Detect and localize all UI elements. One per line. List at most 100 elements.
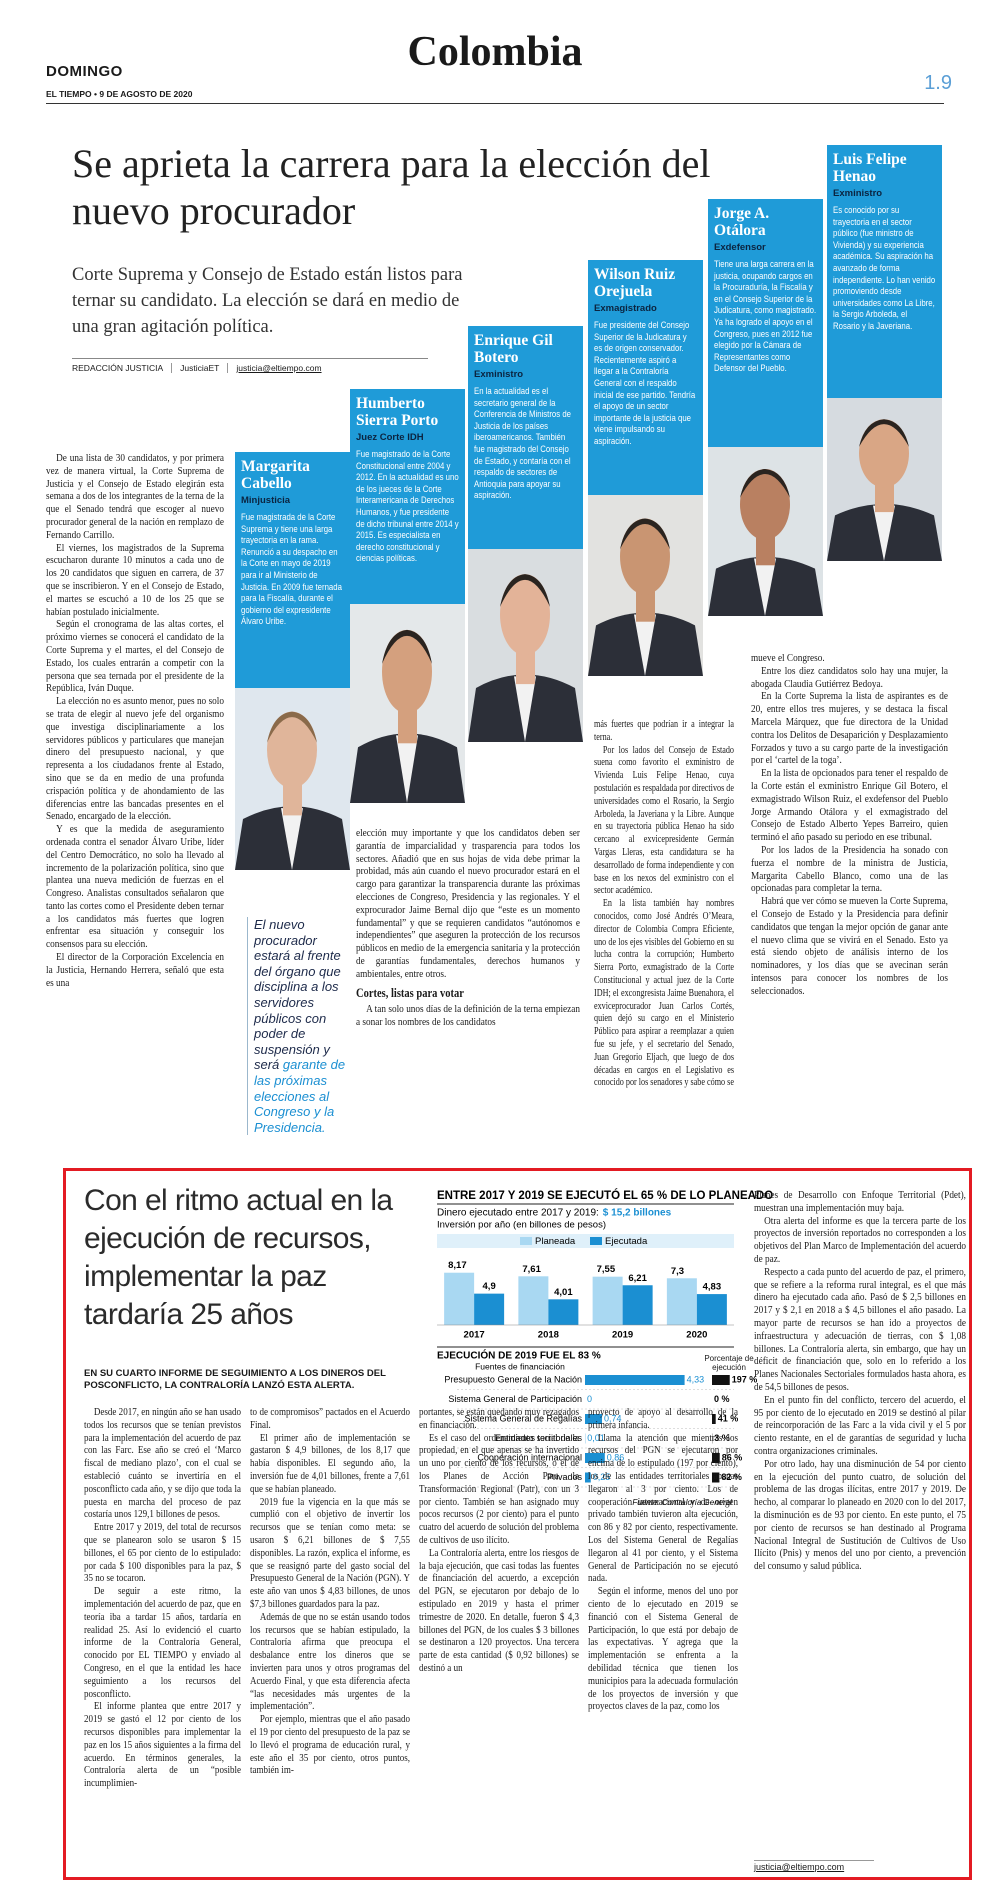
table-source: Fuente: Contraloría General — [632, 1498, 732, 1507]
paragraph: El primer año de implementación se gasta… — [250, 1431, 410, 1495]
candidate-photo — [708, 447, 823, 616]
sources-header: Fuentes de financiación — [475, 1361, 565, 1371]
bar — [518, 1276, 549, 1325]
photo-art — [235, 711, 350, 870]
paragraph: Entre 2017 y 2019, del total de recursos… — [84, 1521, 241, 1585]
candidate-name: Wilson Ruiz Orejuela — [594, 266, 676, 300]
candidate-card: Humberto Sierra Porto Juez Corte IDH Fue m… — [350, 389, 465, 604]
info-title: ENTRE 2017 Y 2019 SE EJECUTÓ EL 65 % DE … — [437, 1189, 773, 1202]
pct-label: 0 % — [714, 1394, 730, 1404]
candidate-bio: Fue magistrada de la Corte Suprema y tie… — [241, 512, 342, 628]
paragraph: Habrá que ver cómo se mueven la Corte Su… — [751, 895, 948, 997]
legend-box — [437, 1234, 734, 1248]
table-title: EJECUCIÓN DE 2019 FUE EL 83 % — [437, 1349, 601, 1362]
year-label: 2020 — [686, 1330, 707, 1341]
twitter: JusticiaET — [180, 363, 229, 373]
amount-bar — [585, 1375, 685, 1385]
photo-art — [588, 518, 703, 676]
candidate-card: Jorge A. Otálora Exdefensor Tiene una larg… — [708, 199, 823, 447]
neck — [875, 479, 894, 513]
source-name: Presupuesto General de la Nación — [444, 1374, 582, 1384]
candidate-role: Juez Corte IDH — [356, 432, 424, 443]
deck: Corte Suprema y Consejo de Estado están … — [72, 265, 463, 337]
bar — [666, 1278, 697, 1325]
amount-label: 4,33 — [687, 1374, 705, 1384]
source-name: Privados — [547, 1472, 583, 1482]
sidebar-email: justicia@eltiempo.com — [754, 1860, 874, 1872]
candidate-name: Humberto Sierra Porto — [356, 395, 439, 429]
face — [382, 629, 432, 714]
candidate-role: Exmagistrado — [594, 303, 657, 314]
amount-bar — [585, 1453, 605, 1463]
candidate-photo — [827, 398, 942, 561]
candidate-bio: Fue presidente del Consejo Superior de l… — [594, 320, 696, 447]
paragraph: De seguir a este ritmo, la implementació… — [84, 1585, 241, 1700]
pct-bar — [712, 1453, 720, 1463]
paragraph: Es el caso del ordenamiento social de la… — [419, 1431, 579, 1546]
pct-bar — [712, 1472, 720, 1483]
paragraph: to de compromisos” pactados en el Acuerd… — [250, 1406, 410, 1431]
candidate-photo — [588, 495, 703, 676]
neck — [756, 531, 775, 566]
paragraph: elección muy importante y que los candid… — [356, 827, 580, 980]
pct-label: 3 % — [714, 1433, 730, 1443]
legend-swatch — [520, 1237, 532, 1245]
text-column: más fuertes que podrían ir a integrar la… — [594, 718, 734, 1148]
quote-highlight: garante de las próximas elecciones al Co… — [254, 1057, 346, 1135]
source-name: Cooperación internacional — [477, 1452, 582, 1462]
candidate-name: Enrique Gil Botero — [474, 332, 553, 366]
paragraph: Y es que la medida de aseguramiento orde… — [46, 823, 224, 951]
column-body: elección muy importante y que los candid… — [356, 827, 580, 1029]
amount-label: 0,25 — [593, 1472, 611, 1482]
column-body: proyecto de apoyo al desarrollo de la pr… — [588, 1406, 738, 1713]
paragraph: Según el informe, menos del uno por cien… — [588, 1585, 738, 1713]
paragraph: proyecto de apoyo al desarrollo de la pr… — [588, 1406, 738, 1431]
paragraph: Respecto a cada punto del acuerdo de paz… — [754, 1265, 966, 1393]
sidebar-frame — [63, 1168, 972, 1880]
shirt — [634, 614, 656, 676]
face — [500, 574, 550, 656]
candidate-bio: Es conocido por su trayectoria en el sec… — [833, 205, 936, 332]
paragraph: Desde 2017, en ningún año se han usado t… — [84, 1406, 241, 1521]
candidate-card: Luis Felipe Henao Exministro Es conocido p… — [827, 145, 942, 398]
byline-rule — [72, 358, 428, 359]
bar — [474, 1293, 505, 1325]
column-body: Desde 2017, en ningún año se han usado t… — [84, 1406, 241, 1790]
photo-art — [468, 574, 583, 742]
paragraph: En la lista también hay nombres conocido… — [594, 897, 734, 1089]
photo-art — [708, 468, 823, 616]
text-column: Desde 2017, en ningún año se han usado t… — [84, 1406, 241, 1854]
bar-value-label: 4,9 — [483, 1281, 496, 1292]
paragraph: mueve el Congreso. — [751, 652, 825, 664]
header-rule — [46, 103, 944, 104]
text-column: to de compromisos” pactados en el Acuerd… — [250, 1406, 410, 1854]
text-column: Planes de Desarrollo con Enfoque Territo… — [754, 1189, 966, 1855]
candidate-bio: Tiene una larga carrera en la justicia, … — [714, 259, 817, 375]
legend-swatch — [590, 1237, 602, 1245]
paragraph: El viernes, los magistrados de la Suprem… — [46, 541, 224, 618]
neck — [283, 779, 302, 816]
neck — [398, 703, 417, 744]
amount-label: 0,86 — [607, 1452, 625, 1462]
neck — [636, 585, 655, 622]
sidebar-headline: Con el ritmo actual en la ejecución de r… — [84, 1184, 393, 1331]
paragraph: más fuertes que podrían ir a integrar la… — [594, 718, 734, 743]
paragraph: El informe plantea que entre 2017 y 2019… — [84, 1700, 241, 1790]
legend-label: Planeada — [535, 1236, 576, 1247]
text-column: portantes, se están quedando muy rezagad… — [419, 1406, 579, 1854]
bar-value-label: 7,61 — [522, 1264, 541, 1275]
hair — [620, 518, 670, 550]
column-body: portantes, se están quedando muy rezagad… — [419, 1406, 579, 1675]
face — [267, 711, 317, 789]
candidate-bio: Fue magistrado de la Corte Constituciona… — [356, 449, 459, 565]
paragraph: La elección no es asunto menor, pues no … — [46, 695, 224, 823]
face — [740, 468, 790, 540]
candidate-name: Luis Felipe Henao — [833, 151, 907, 185]
paragraph: portantes, se están quedando muy rezagad… — [419, 1406, 579, 1431]
bar — [444, 1272, 475, 1325]
paragraph: Por ejemplo, mientras que el año pasado … — [250, 1713, 410, 1777]
candidate-photo — [350, 604, 465, 803]
paragraph: A tan solo unos días de la definición de… — [356, 1003, 580, 1029]
neck — [516, 645, 535, 685]
amount-bar — [585, 1414, 603, 1424]
